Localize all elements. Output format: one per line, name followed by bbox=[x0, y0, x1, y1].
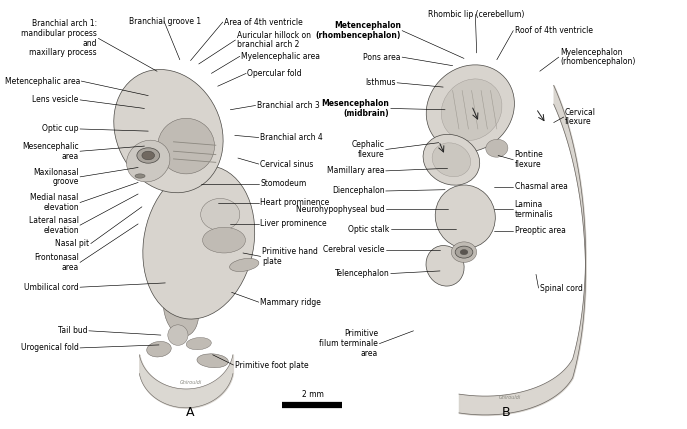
Circle shape bbox=[142, 151, 155, 160]
Ellipse shape bbox=[143, 166, 255, 319]
Ellipse shape bbox=[436, 185, 495, 248]
Text: Cephalic
flexure: Cephalic flexure bbox=[352, 140, 385, 159]
Text: Medial nasal
elevation: Medial nasal elevation bbox=[30, 193, 79, 212]
Text: Tail bud: Tail bud bbox=[58, 326, 88, 335]
Text: Lamina
terminalis: Lamina terminalis bbox=[515, 200, 553, 219]
Text: Mesencephalic
area: Mesencephalic area bbox=[22, 142, 79, 160]
Ellipse shape bbox=[423, 134, 480, 185]
Text: Lateral nasal
elevation: Lateral nasal elevation bbox=[29, 216, 79, 235]
Text: Branchial arch 3: Branchial arch 3 bbox=[257, 101, 319, 110]
Text: Area of 4th ventricle: Area of 4th ventricle bbox=[224, 18, 303, 27]
Ellipse shape bbox=[197, 354, 228, 368]
Ellipse shape bbox=[441, 79, 502, 141]
Text: B: B bbox=[502, 406, 510, 419]
Text: Optic cup: Optic cup bbox=[43, 124, 79, 133]
Circle shape bbox=[137, 148, 159, 163]
Text: Cerebral vesicle: Cerebral vesicle bbox=[323, 245, 385, 254]
Ellipse shape bbox=[432, 143, 471, 177]
Text: Mesencephalon
(midbrain): Mesencephalon (midbrain) bbox=[322, 99, 390, 118]
Ellipse shape bbox=[126, 140, 170, 182]
Text: Spinal cord: Spinal cord bbox=[540, 284, 583, 293]
Text: Branchial arch 4: Branchial arch 4 bbox=[260, 133, 323, 142]
Text: Auricular hillock on
branchial arch 2: Auricular hillock on branchial arch 2 bbox=[236, 31, 311, 49]
Text: Heart prominence: Heart prominence bbox=[260, 198, 329, 207]
Text: Liver prominence: Liver prominence bbox=[260, 219, 326, 228]
Text: Ghirouldi: Ghirouldi bbox=[498, 395, 521, 400]
Ellipse shape bbox=[135, 174, 145, 178]
Ellipse shape bbox=[203, 227, 245, 253]
Text: Lens vesicle: Lens vesicle bbox=[32, 95, 79, 104]
Text: Nasal pit: Nasal pit bbox=[56, 239, 89, 248]
Text: Branchial groove 1: Branchial groove 1 bbox=[129, 17, 201, 26]
Text: Metencephalic area: Metencephalic area bbox=[5, 77, 80, 85]
Ellipse shape bbox=[426, 65, 515, 152]
Text: Mamillary area: Mamillary area bbox=[327, 166, 385, 175]
Text: A: A bbox=[186, 406, 195, 419]
Ellipse shape bbox=[158, 118, 214, 174]
Text: Ghirouldi: Ghirouldi bbox=[179, 380, 202, 385]
Ellipse shape bbox=[186, 338, 212, 350]
Text: Primitive hand
plate: Primitive hand plate bbox=[262, 247, 318, 266]
Text: Chasmal area: Chasmal area bbox=[515, 182, 567, 191]
Text: Maxilonasal
groove: Maxilonasal groove bbox=[33, 167, 79, 186]
Text: Mammary ridge: Mammary ridge bbox=[260, 298, 321, 307]
Text: Optic stalk: Optic stalk bbox=[348, 225, 390, 234]
Ellipse shape bbox=[168, 325, 188, 345]
Text: Rhombic lip (cerebellum): Rhombic lip (cerebellum) bbox=[429, 10, 525, 19]
Ellipse shape bbox=[201, 199, 240, 230]
Text: Opercular fold: Opercular fold bbox=[247, 69, 302, 78]
Text: Neurohypophyseal bud: Neurohypophyseal bud bbox=[295, 205, 385, 214]
Text: Frontonasal
area: Frontonasal area bbox=[34, 253, 79, 272]
Ellipse shape bbox=[486, 139, 508, 157]
Text: Pontine
flexure: Pontine flexure bbox=[515, 151, 543, 169]
Circle shape bbox=[460, 250, 468, 255]
Text: Preoptic area: Preoptic area bbox=[515, 226, 565, 235]
Text: Isthmus: Isthmus bbox=[365, 79, 396, 87]
Text: Stomodeum: Stomodeum bbox=[260, 179, 306, 188]
Text: Metencephalon
(rhombencephalon): Metencephalon (rhombencephalon) bbox=[315, 21, 401, 40]
Text: Primitive foot plate: Primitive foot plate bbox=[235, 360, 308, 369]
Text: Diencephalon: Diencephalon bbox=[332, 187, 385, 196]
Text: Primitive
filum terminale
area: Primitive filum terminale area bbox=[319, 329, 378, 358]
Ellipse shape bbox=[114, 69, 223, 193]
Text: Pons area: Pons area bbox=[363, 53, 401, 62]
Text: Roof of 4th ventricle: Roof of 4th ventricle bbox=[515, 26, 592, 35]
Text: Cervical sinus: Cervical sinus bbox=[260, 160, 313, 169]
Circle shape bbox=[455, 246, 473, 258]
Text: Urogenical fold: Urogenical fold bbox=[21, 344, 79, 352]
Ellipse shape bbox=[147, 341, 171, 357]
Text: 2 mm: 2 mm bbox=[302, 390, 324, 399]
Text: Telencephalon: Telencephalon bbox=[335, 269, 390, 278]
Text: Umbilical cord: Umbilical cord bbox=[24, 283, 79, 292]
Ellipse shape bbox=[164, 281, 199, 336]
Text: Cervical
flexure: Cervical flexure bbox=[565, 108, 596, 127]
Ellipse shape bbox=[426, 245, 464, 286]
Text: Myelencephalon
(rhombencephalon): Myelencephalon (rhombencephalon) bbox=[560, 48, 635, 66]
Ellipse shape bbox=[229, 258, 259, 272]
Text: Branchial arch 1:
mandibular process
and
maxillary process: Branchial arch 1: mandibular process and… bbox=[21, 19, 97, 57]
Ellipse shape bbox=[451, 242, 477, 263]
Text: Myelencephalic area: Myelencephalic area bbox=[241, 52, 320, 61]
